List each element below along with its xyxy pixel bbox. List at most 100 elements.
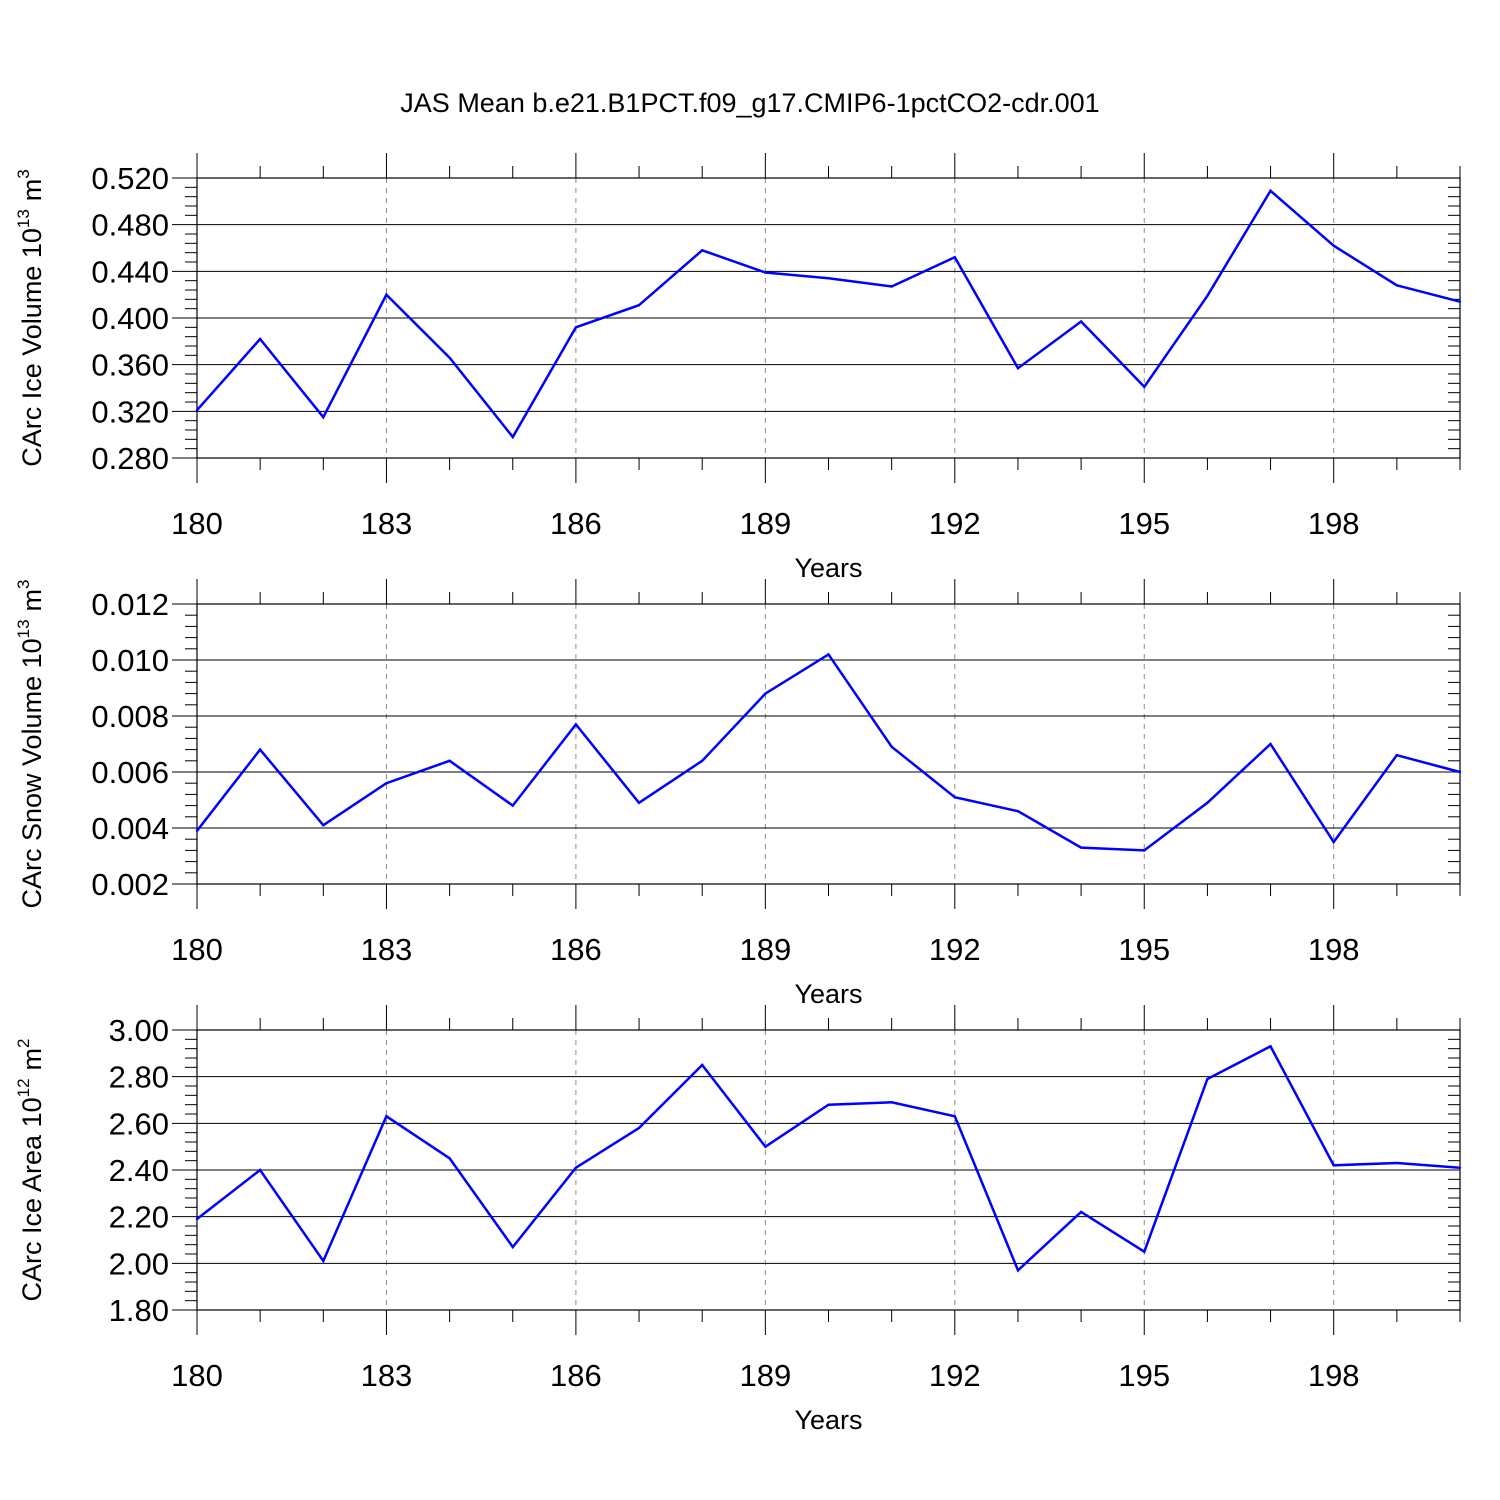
x-tick-label: 189 [739,932,791,967]
x-tick-label: 183 [361,506,413,541]
plot-frame [196,177,1461,459]
data-point [827,277,830,280]
data-point [322,415,325,419]
y-tick-label: 0.004 [91,811,169,846]
data-point [637,801,641,804]
data-point [1395,754,1399,757]
data-point [1458,300,1462,303]
data-point [448,759,451,762]
data-point [1016,1269,1020,1272]
data-point [1395,284,1399,287]
data-point [511,804,514,807]
data-point [574,326,578,329]
data-point [1079,320,1083,323]
data-point [511,1245,514,1249]
data-point [448,356,451,359]
x-axis-title: Years [794,979,862,1009]
data-point [890,745,893,748]
y-tick-label: 2.20 [109,1200,169,1235]
y-tick-label: 0.320 [91,394,169,429]
plot-frame [196,603,1461,885]
y-axis-title: CArc Ice Area 1012m2 [14,1039,47,1302]
x-tick-label: 198 [1308,1358,1360,1393]
y-tick-label: 0.360 [91,348,169,383]
data-point [701,1063,704,1067]
data-point [258,337,262,341]
y-tick-label: 2.80 [109,1060,169,1095]
x-tick-label: 198 [1308,932,1360,967]
data-point [764,1145,767,1148]
data-point [637,1126,641,1130]
data-point [701,759,704,762]
data-point [1332,244,1335,247]
x-tick-label: 183 [361,932,413,967]
data-point [764,271,767,274]
data-point [1332,840,1335,844]
data-point [1016,366,1020,370]
y-axis-title: CArc Snow Volume 1013m3 [14,579,47,908]
data-point [1269,742,1272,746]
data-point [1269,1045,1272,1048]
data-point [1458,1166,1462,1169]
y-tick-label: 2.40 [109,1153,169,1188]
data-point [195,829,199,832]
data-point [890,285,893,288]
y-tick-label: 0.012 [91,587,169,622]
data-point [1143,385,1146,389]
x-tick-label: 183 [361,1358,413,1393]
chart-title: JAS Mean b.e21.B1PCT.f09_g17.CMIP6-1pctC… [400,88,1100,118]
x-tick-label: 189 [739,1358,791,1393]
data-point [1395,1161,1399,1165]
data-point [1458,770,1462,774]
data-point [574,1166,578,1169]
y-tick-label: 0.520 [91,161,169,196]
data-point [195,1217,199,1221]
series-line [196,1044,1461,1273]
data-point [637,303,641,307]
x-tick-label: 192 [929,506,981,541]
x-tick-label: 195 [1118,1358,1170,1393]
series-line [196,652,1461,852]
data-point [385,782,388,785]
y-tick-label: 1.80 [109,1293,169,1328]
x-tick-label: 195 [1118,932,1170,967]
data-point [1332,1164,1335,1167]
x-tick-label: 189 [739,506,791,541]
data-point [258,1168,262,1172]
x-tick-label: 186 [550,1358,602,1393]
x-tick-label: 192 [929,932,981,967]
data-point [511,435,514,439]
x-tick-label: 186 [550,932,602,967]
y-tick-label: 2.00 [109,1246,169,1281]
data-point [322,824,325,827]
data-point [827,1103,830,1106]
y-tick-label: 0.400 [91,301,169,336]
data-point [322,1259,325,1263]
x-tick-label: 180 [171,932,223,967]
x-tick-label: 195 [1118,506,1170,541]
y-tick-label: 0.480 [91,208,169,243]
x-tick-label: 180 [171,506,223,541]
data-point [1079,1210,1083,1214]
data-point [890,1101,893,1104]
data-point [1206,294,1209,298]
y-tick-label: 0.280 [91,441,169,476]
data-point [1143,849,1146,852]
plot-frame [196,1029,1461,1311]
y-tick-label: 0.002 [91,867,169,902]
data-point [448,1157,451,1160]
x-tick-label: 198 [1308,506,1360,541]
y-tick-label: 0.440 [91,254,169,289]
data-point [1143,1250,1146,1253]
data-point [258,748,262,751]
data-point [701,249,704,252]
y-tick-label: 3.00 [109,1013,169,1048]
data-point [1206,801,1209,804]
x-tick-label: 186 [550,506,602,541]
data-point [953,256,956,259]
y-tick-label: 0.006 [91,755,169,790]
data-point [827,653,830,656]
x-tick-label: 180 [171,1358,223,1393]
data-point [953,796,956,799]
